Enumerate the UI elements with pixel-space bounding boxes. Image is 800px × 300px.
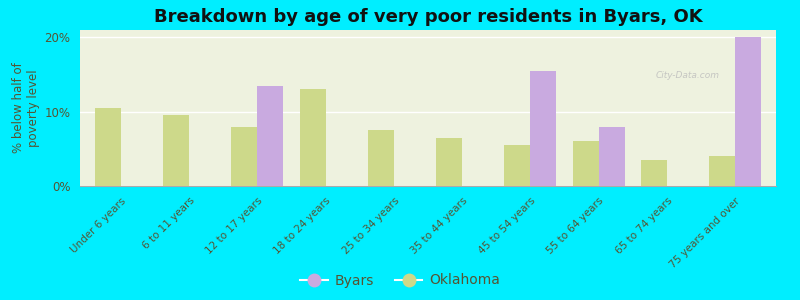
Bar <box>735 38 761 186</box>
Bar <box>573 141 598 186</box>
Bar <box>231 127 258 186</box>
Bar <box>368 130 394 186</box>
Y-axis label: % below half of
poverty level: % below half of poverty level <box>12 63 40 153</box>
Bar <box>436 138 462 186</box>
Legend: Byars, Oklahoma: Byars, Oklahoma <box>294 268 506 293</box>
Bar <box>163 116 189 186</box>
Bar <box>598 127 625 186</box>
Bar <box>300 89 326 186</box>
Bar <box>641 160 667 186</box>
Bar <box>709 156 735 186</box>
Bar <box>530 71 556 186</box>
Bar <box>505 145 530 186</box>
Title: Breakdown by age of very poor residents in Byars, OK: Breakdown by age of very poor residents … <box>154 8 702 26</box>
Text: City-Data.com: City-Data.com <box>656 70 720 80</box>
Bar <box>258 86 283 186</box>
Bar <box>95 108 121 186</box>
